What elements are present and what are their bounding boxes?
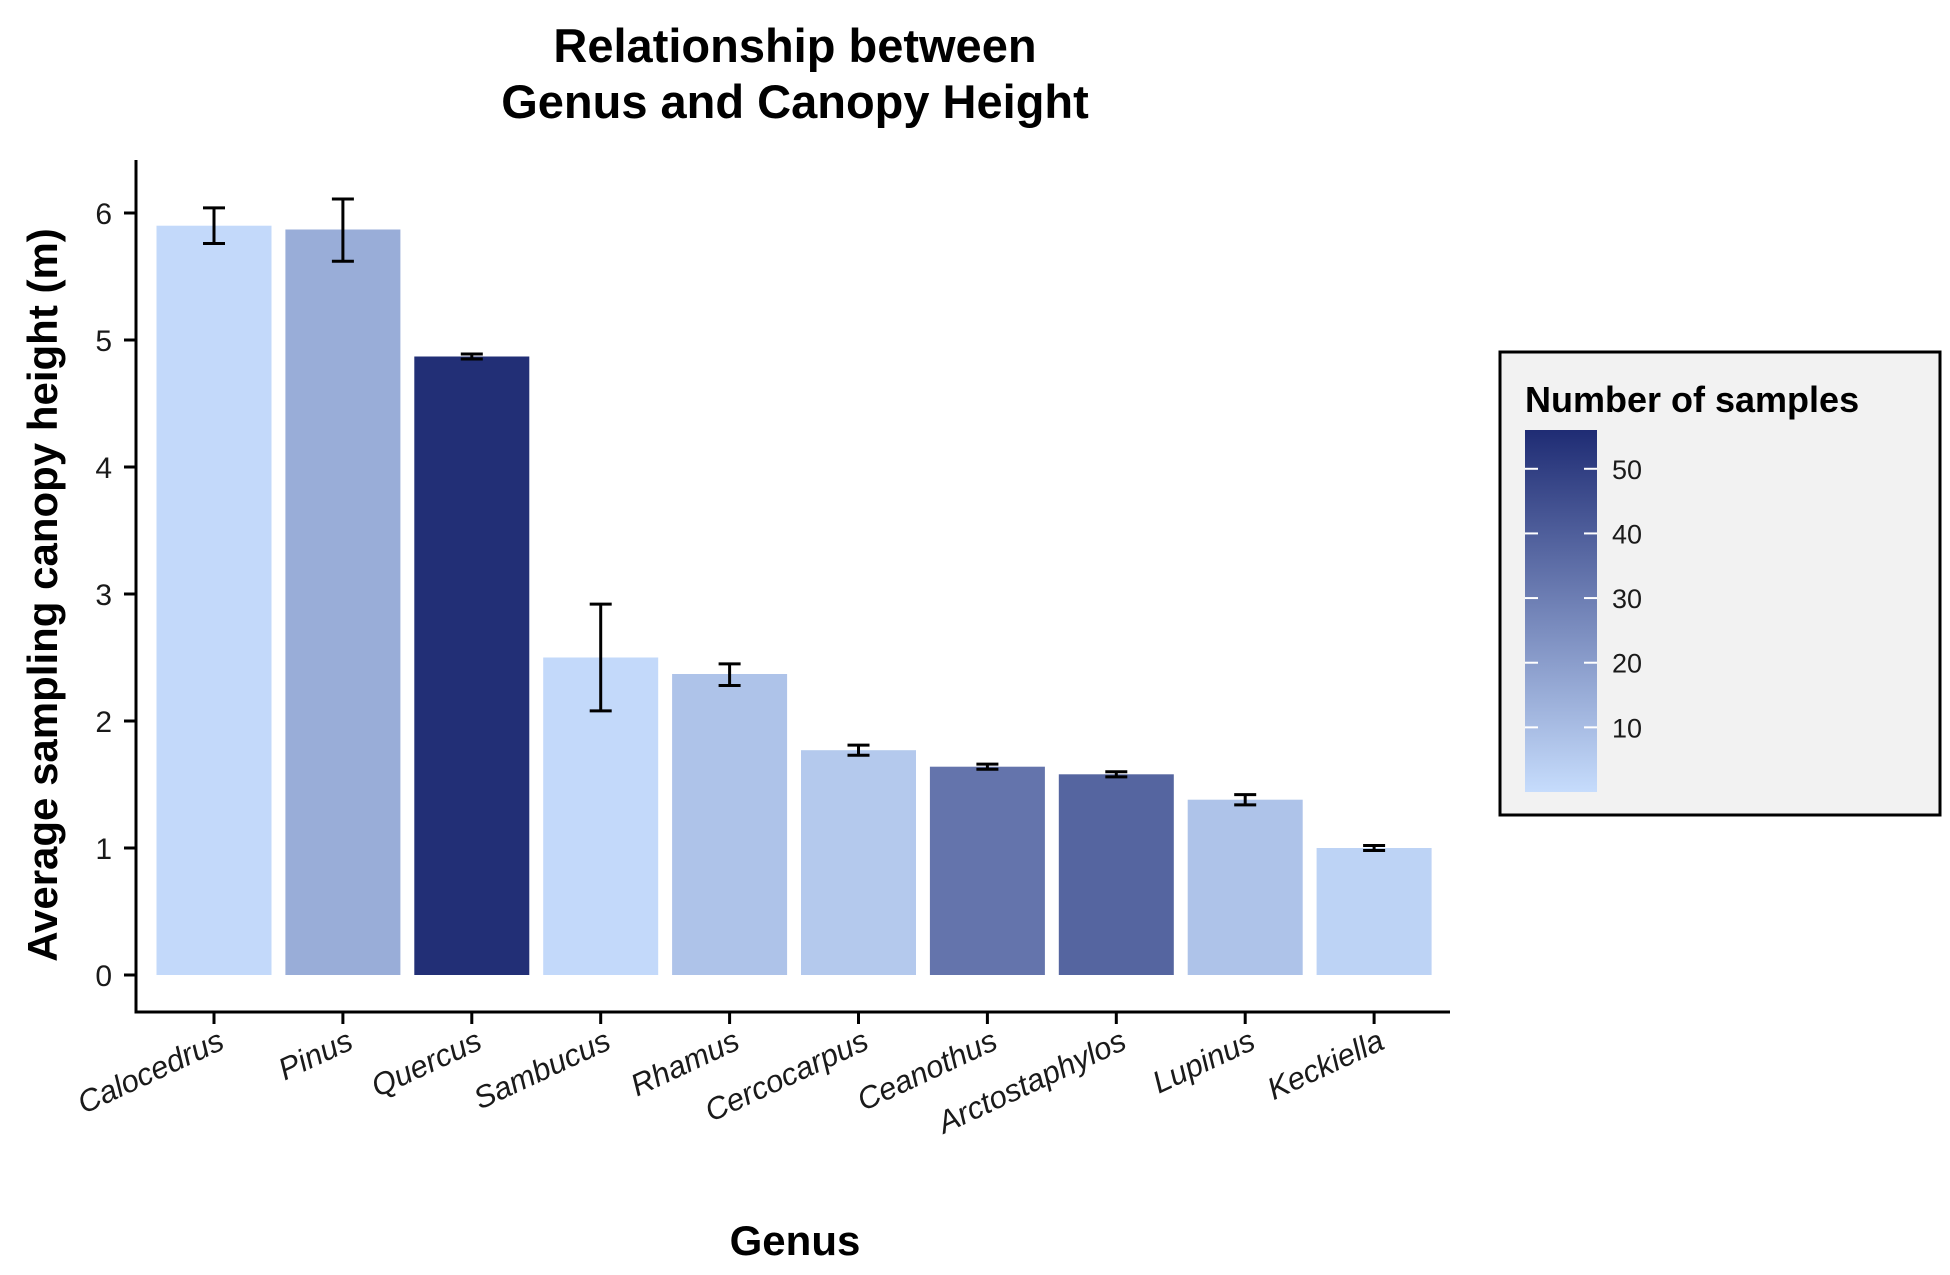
y-tick-label: 0 <box>95 960 112 993</box>
x-axis-title: Genus <box>730 1217 861 1264</box>
bar-rhamus <box>672 674 788 975</box>
bars-group <box>156 225 1432 975</box>
y-axis-title: Average sampling canopy height (m) <box>19 228 66 962</box>
error-bar-cercocarpus <box>847 743 870 757</box>
bar-arctostaphylos <box>1058 774 1174 975</box>
legend-title: Number of samples <box>1525 379 1859 420</box>
x-tick-label-sambucus: Sambucus <box>468 1023 616 1117</box>
chart-title-line-1: Relationship between <box>553 19 1036 72</box>
bar-ceanothus <box>929 766 1045 975</box>
x-tick-label-quercus: Quercus <box>366 1023 487 1104</box>
y-tick-label: 5 <box>95 325 112 358</box>
bar-cercocarpus <box>801 750 916 975</box>
legend-tick-label: 40 <box>1612 519 1642 549</box>
error-bar-lupinus <box>1234 793 1257 807</box>
x-tick-label-pinus: Pinus <box>273 1023 358 1087</box>
bar-keckiella <box>1316 848 1432 975</box>
legend-tick-label: 10 <box>1612 713 1642 743</box>
legend-tick-label: 30 <box>1612 584 1642 614</box>
y-tick-label: 1 <box>95 833 112 866</box>
legend-tick-label: 50 <box>1612 455 1642 485</box>
error-bar-calocedrus <box>203 206 225 245</box>
error-bar-arctostaphylos <box>1105 770 1128 779</box>
y-tick-label: 2 <box>95 706 112 739</box>
error-bar-sambucus <box>589 602 612 713</box>
chart-title-line-2: Genus and Canopy Height <box>501 75 1089 128</box>
error-bars-group <box>203 197 1386 853</box>
legend-colorbar <box>1525 430 1597 792</box>
x-tick-label-calocedrus: Calocedrus <box>72 1023 229 1121</box>
error-bar-quercus <box>460 352 483 361</box>
legend-ticks-group: 10 20 30 40 50 <box>1525 455 1642 743</box>
error-bar-pinus <box>331 197 354 263</box>
y-ticks-group: 0 1 2 3 4 5 6 <box>95 198 136 993</box>
bar-calocedrus <box>156 225 272 975</box>
bar-lupinus <box>1187 799 1303 975</box>
error-bar-ceanothus <box>976 762 999 771</box>
legend-tick-label: 20 <box>1612 649 1642 679</box>
bar-quercus <box>414 356 530 975</box>
bar-pinus <box>285 229 401 975</box>
y-tick-label: 4 <box>95 452 112 485</box>
x-tick-label-lupinus: Lupinus <box>1147 1023 1260 1101</box>
x-tick-label-keckiella: Keckiella <box>1262 1023 1389 1107</box>
y-tick-label: 3 <box>95 579 112 612</box>
y-tick-label: 6 <box>95 198 112 231</box>
legend: Number of samples 10 20 30 40 50 <box>1498 350 1942 817</box>
error-bar-rhamus <box>718 662 741 687</box>
error-bar-keckiella <box>1363 843 1386 853</box>
